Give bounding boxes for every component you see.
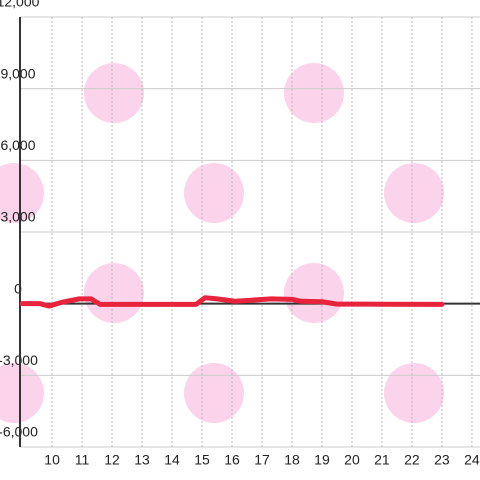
x-tick-label: 12 [104, 452, 120, 468]
x-tick-label: 24 [464, 452, 480, 468]
y-tick-label: 12,000 [0, 0, 40, 10]
watermark [0, 63, 444, 423]
x-tick-label: 18 [284, 452, 300, 468]
x-tick-label: 10 [44, 452, 60, 468]
x-tick-label: 17 [254, 452, 270, 468]
y-tick-label: 6,000 [0, 137, 35, 153]
y-tick-label: 0 [14, 280, 22, 296]
x-tick-label: 11 [75, 452, 90, 468]
y-tick-label: 3,000 [0, 209, 35, 225]
line [19, 295, 445, 309]
x-tick-label: 16 [224, 452, 240, 468]
x-tick-label: 21 [374, 452, 390, 468]
x-tick-label: 15 [194, 452, 210, 468]
x-tick-label: 19 [314, 452, 330, 468]
x-tick-label: 20 [344, 452, 360, 468]
x-tick-label: 22 [404, 452, 420, 468]
x-tick-label: 13 [134, 452, 150, 468]
x-tick-label: 14 [164, 452, 180, 468]
y-tick-label: 9,000 [0, 65, 35, 81]
x-tick-label: 23 [434, 452, 450, 468]
